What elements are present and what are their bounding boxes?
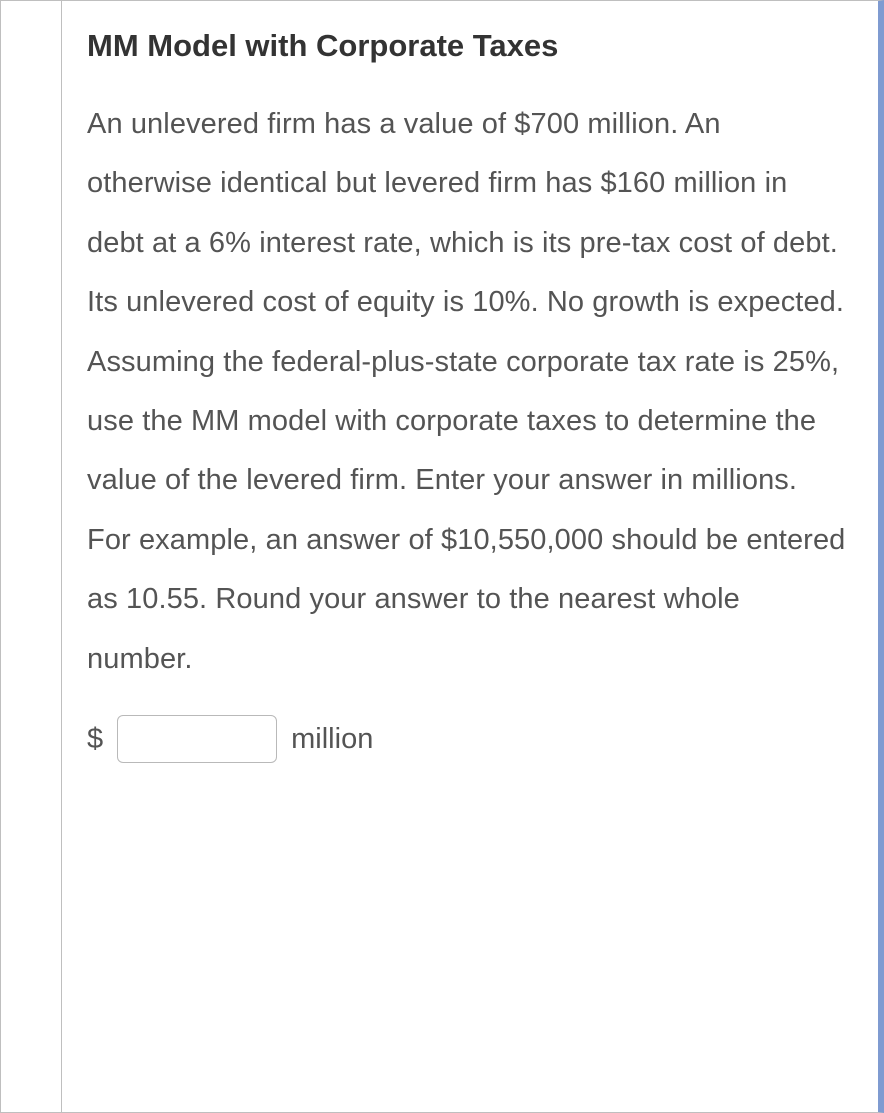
question-title: MM Model with Corporate Taxes	[87, 25, 848, 67]
vertical-divider	[61, 1, 62, 1112]
answer-input[interactable]	[117, 715, 277, 763]
answer-suffix: million	[291, 723, 373, 756]
answer-row: $ million	[87, 715, 848, 763]
question-body: An unlevered firm has a value of $700 mi…	[87, 95, 848, 689]
answer-prefix: $	[87, 723, 103, 756]
question-card: MM Model with Corporate Taxes An unlever…	[0, 0, 884, 1113]
question-content: MM Model with Corporate Taxes An unlever…	[1, 1, 878, 793]
